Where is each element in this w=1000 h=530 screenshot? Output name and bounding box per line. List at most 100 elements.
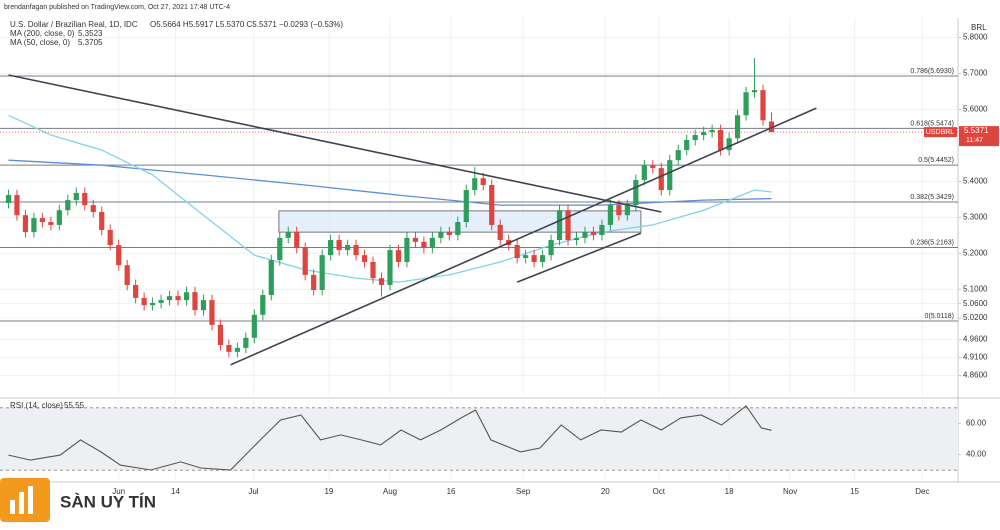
- x-tick-label: Dec: [915, 487, 929, 496]
- candle-body: [539, 255, 546, 262]
- candle-body: [760, 90, 766, 121]
- marks: 0.786(5.6930) 0.618(5.5474) 0.5(5.4452) 0.3…: [0, 58, 958, 471]
- rsi-legend-value: 55.55: [64, 401, 85, 410]
- candle-body: [624, 205, 630, 216]
- candle-body: [438, 232, 444, 238]
- candle-body: [395, 250, 402, 262]
- candle-body: [192, 292, 198, 311]
- candle-body: [361, 255, 368, 262]
- candle-body: [387, 250, 393, 285]
- candle-body: [277, 237, 283, 261]
- candle-body: [251, 314, 257, 338]
- candle-body: [497, 224, 503, 241]
- candle-body: [718, 129, 724, 151]
- candle-body: [463, 190, 469, 223]
- x-tick-label: 20: [601, 487, 610, 496]
- candle-body: [5, 195, 12, 203]
- symbol-badge: [924, 127, 957, 138]
- candle-body: [667, 160, 673, 191]
- fib-label: 0.382(5.3429): [910, 194, 954, 201]
- chart-title: U.S. Dollar / Brazilian Real, 1D, IDC: [10, 20, 138, 29]
- y-tick-label: 5.6000: [963, 105, 988, 114]
- candle-body: [726, 138, 732, 151]
- candle-body: [328, 240, 334, 256]
- currency-label: BRL: [971, 23, 987, 32]
- candle-body: [39, 218, 45, 223]
- moving-average: [8, 159, 772, 206]
- candle-body: [472, 178, 478, 191]
- candle-body: [556, 210, 563, 241]
- candle-body: [658, 168, 664, 191]
- last-price-label: 5.5371: [964, 126, 989, 135]
- candle-body: [336, 240, 342, 251]
- trendline: [8, 74, 662, 213]
- ma-legend-value: 5.3523: [78, 29, 103, 38]
- rsi-legend-name: RSI (14, close): [10, 401, 63, 410]
- candle-body: [243, 337, 249, 348]
- candle-body: [616, 205, 622, 216]
- trendline: [516, 232, 642, 283]
- ma-legend-value: 5.3705: [78, 38, 103, 47]
- candle-body: [701, 132, 707, 136]
- y-tick-label: 4.9100: [963, 353, 988, 362]
- logo-bar: [28, 486, 33, 514]
- fib-label: 0.618(5.5474): [910, 120, 954, 127]
- ma-legend-name: MA (200, close, 0): [10, 29, 75, 38]
- candle-body: [353, 245, 359, 256]
- candle-body: [573, 237, 580, 241]
- rsi-band: [0, 407, 958, 471]
- candle-body: [590, 232, 597, 235]
- candle-body: [480, 178, 486, 186]
- candle-body: [768, 121, 775, 133]
- candle-body: [311, 274, 317, 291]
- candle-body: [692, 135, 698, 141]
- x-tick-label: 19: [324, 487, 333, 496]
- candle-body: [675, 150, 681, 161]
- y-tick-label: 5.2000: [963, 248, 988, 257]
- fib-label: 0.5(5.4452): [918, 157, 954, 164]
- x-tick-label: Oct: [653, 487, 666, 496]
- candle-body: [124, 265, 130, 285]
- y-tick-label: 5.1000: [963, 284, 988, 293]
- x-tick-label: Jul: [248, 487, 258, 496]
- candle-body: [599, 224, 605, 235]
- rsi-tick-label: 60.00: [966, 419, 987, 428]
- candle-body: [489, 185, 495, 225]
- candle-body: [294, 232, 300, 248]
- candle-body: [107, 229, 113, 246]
- logo-bar: [10, 500, 15, 514]
- candle-body: [319, 255, 325, 291]
- candle-body: [48, 222, 54, 225]
- fib-label: 0(5.0118): [925, 313, 954, 320]
- candle-body: [370, 261, 376, 279]
- y-tick-label: 5.8000: [963, 33, 988, 42]
- candle-body: [285, 232, 291, 238]
- candle-body: [565, 210, 571, 241]
- x-tick-label: Nov: [783, 487, 797, 496]
- candle-body: [65, 200, 71, 211]
- candle-body: [268, 260, 274, 296]
- watermark-text: SÀN UY TÍN: [60, 492, 156, 511]
- candle-body: [302, 247, 308, 275]
- candle-body: [514, 245, 520, 259]
- candle-body: [751, 90, 758, 93]
- candle-body: [116, 245, 122, 266]
- x-tick-label: Aug: [383, 487, 397, 496]
- candle-body: [412, 237, 419, 242]
- candle-body: [404, 237, 410, 262]
- x-tick-label: 18: [725, 487, 734, 496]
- rsi-line: [8, 405, 772, 471]
- candle-body: [446, 232, 452, 235]
- candle-body: [166, 296, 173, 301]
- candle-body: [650, 165, 656, 169]
- watermark-logo: SÀN UY TÍN: [0, 478, 156, 522]
- candle-body: [209, 300, 215, 325]
- candle-body: [234, 347, 240, 352]
- candle-body: [183, 292, 190, 301]
- candle-body: [56, 210, 62, 225]
- moving-average: [8, 114, 772, 283]
- candle-body: [31, 218, 37, 233]
- candle-body: [633, 179, 639, 206]
